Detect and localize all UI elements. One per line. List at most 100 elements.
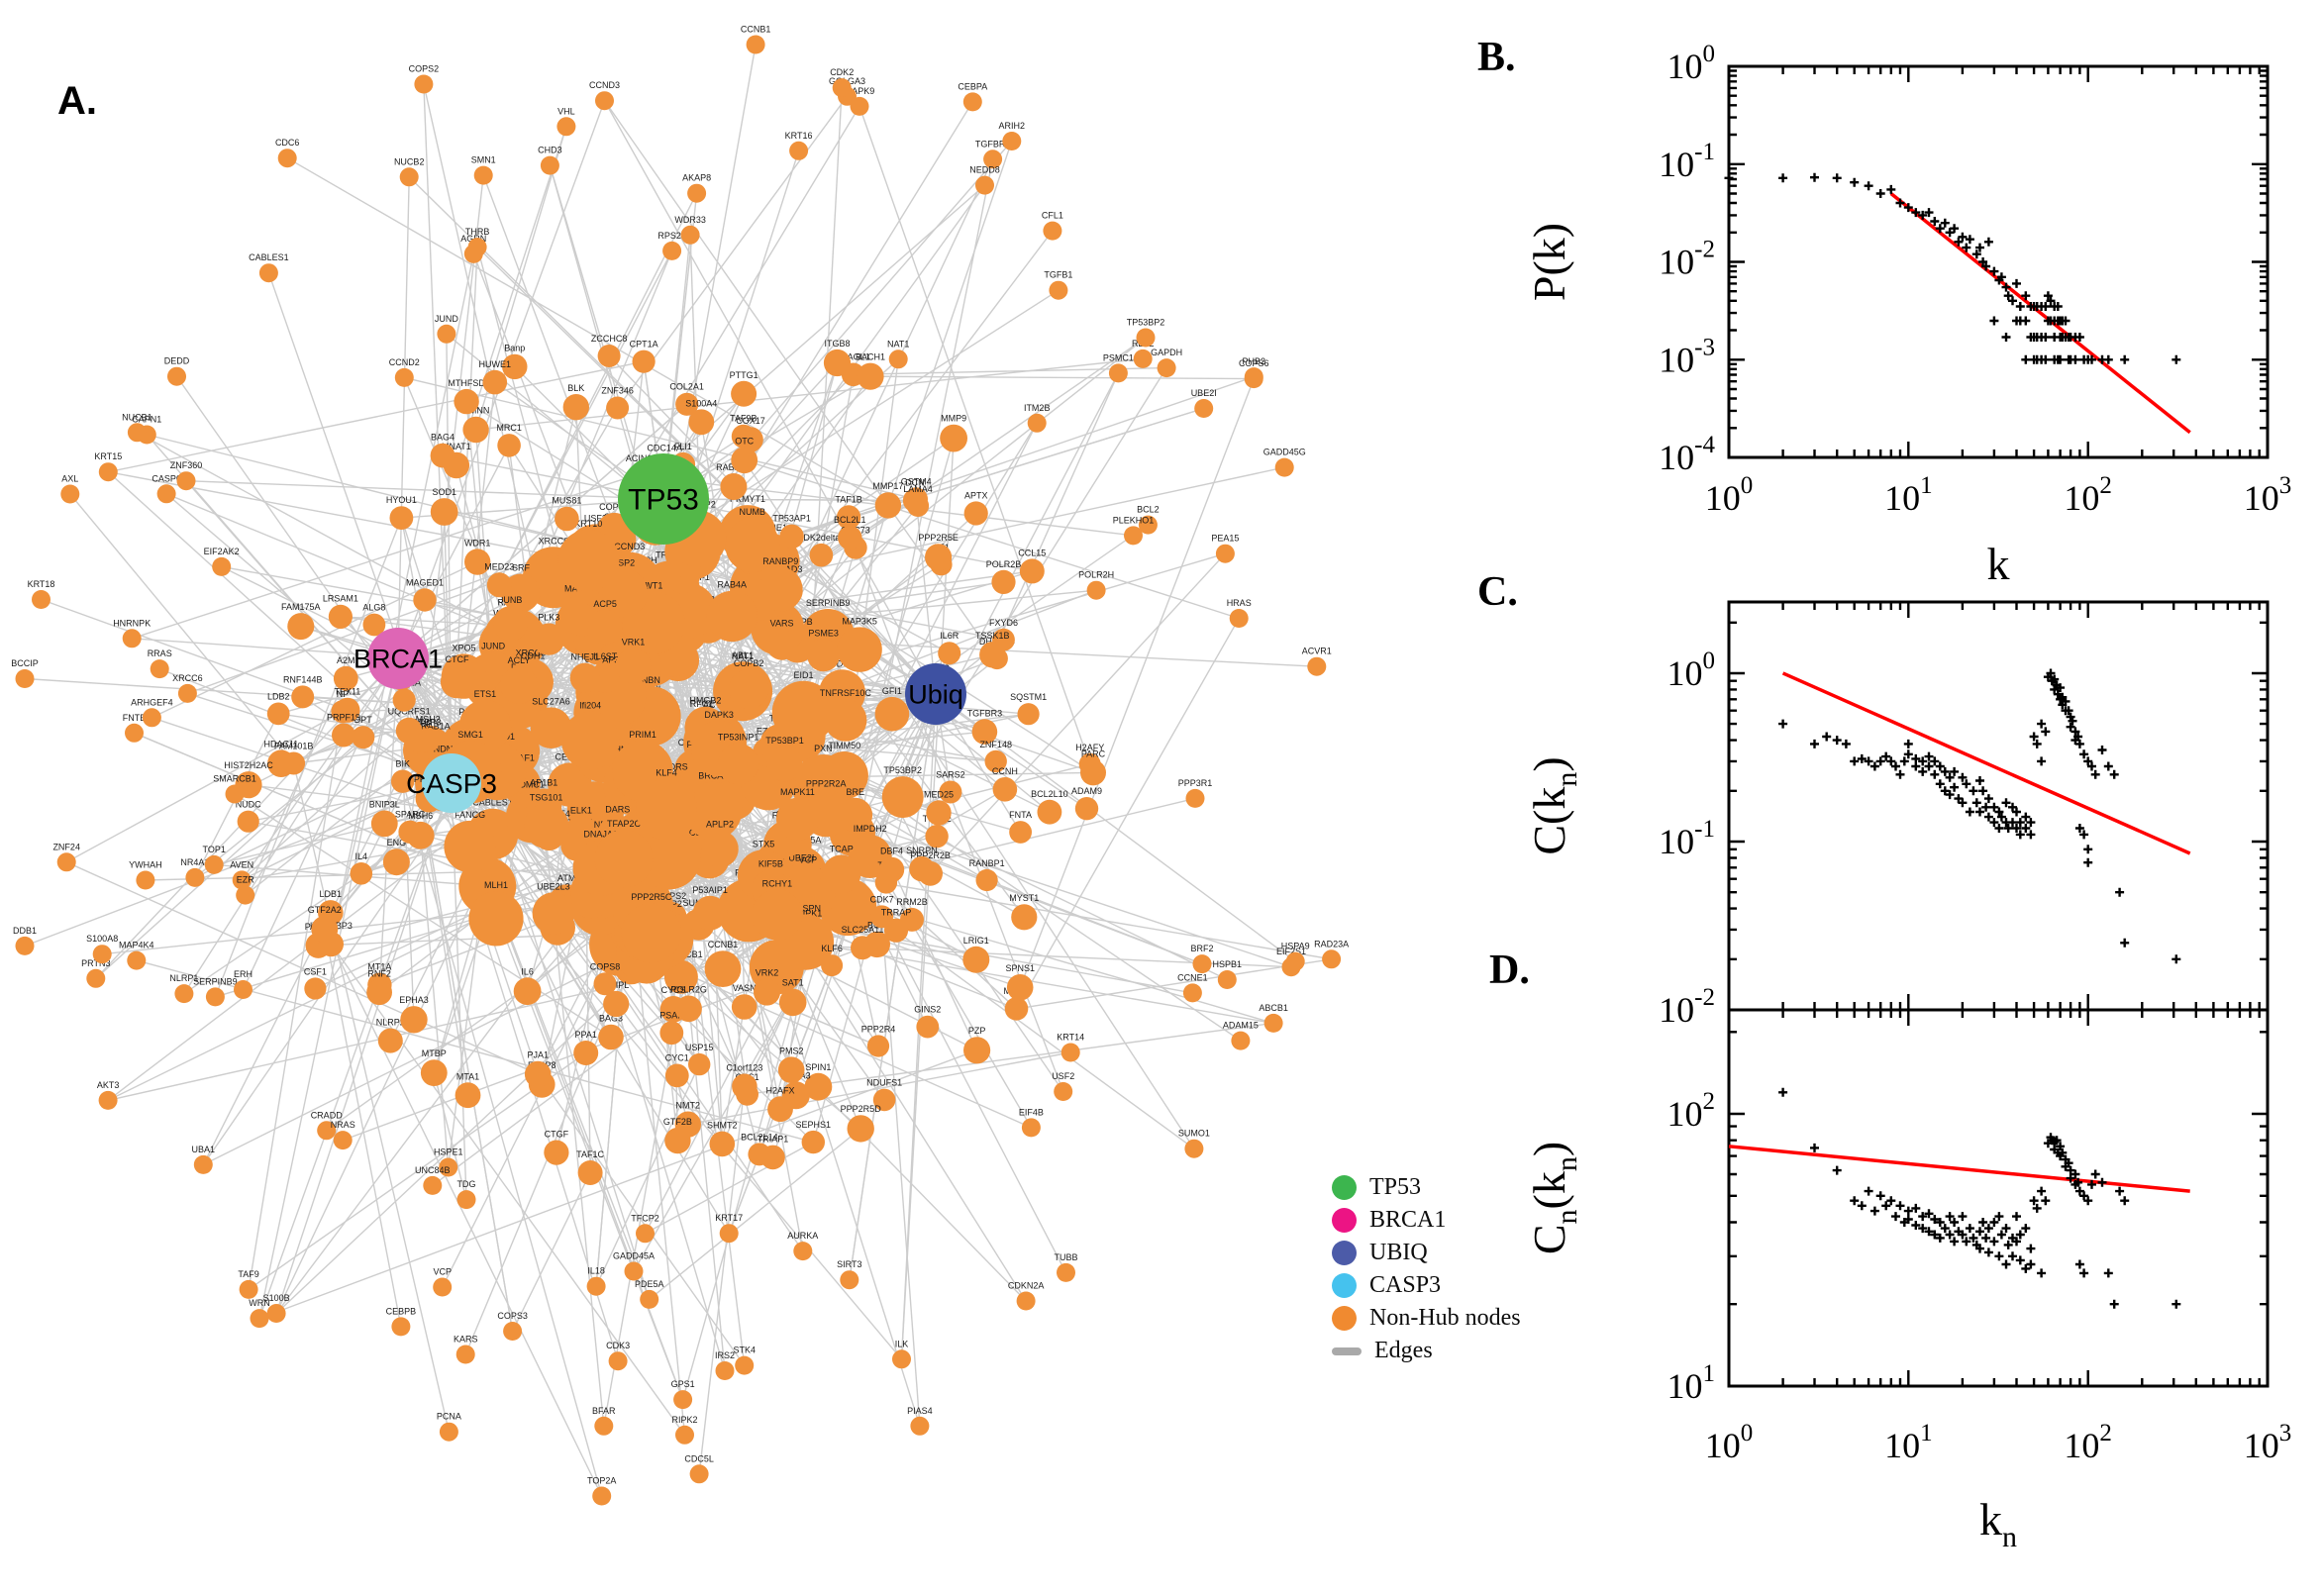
network-node-label: CYC1: [665, 1053, 689, 1063]
network-node: [851, 936, 874, 960]
network-edge: [108, 360, 645, 473]
network-node: [394, 367, 414, 387]
network-hubs-layer: TP53 BRCA1 CASP3 Ubiq: [354, 453, 966, 813]
network-node-label: CDK2deltaT: [797, 533, 847, 543]
network-node: [689, 1464, 709, 1484]
network-node-label: CAPN1: [132, 415, 161, 425]
network-node-label: ERH: [234, 969, 252, 979]
network-node-label: NR4A1: [180, 857, 209, 867]
network-edge: [258, 657, 399, 1319]
network-node: [370, 810, 398, 838]
network-node-label: PHB2: [1243, 356, 1266, 366]
network-node-label: ABCB1: [1259, 1003, 1288, 1013]
network-node: [991, 569, 1016, 595]
network-edge: [689, 235, 723, 1145]
network-node-label: THRB: [465, 227, 490, 237]
network-node-label: FANCG: [454, 810, 485, 820]
network-node-label: PIAS4: [907, 1406, 933, 1416]
network-node: [56, 852, 76, 872]
network-node: [754, 978, 780, 1006]
network-edge: [397, 403, 688, 659]
network-node: [462, 416, 489, 444]
network-node-label: MAGED1: [406, 577, 444, 587]
network-node-label: RIPK1: [796, 908, 822, 918]
legend-item-label: BRCA1: [1369, 1207, 1447, 1233]
fit-line: [1781, 671, 2191, 855]
network-node-label: LDB1: [320, 889, 343, 899]
network-node-label: COX17: [736, 416, 765, 426]
network-node-label: DARS: [605, 805, 630, 815]
network-node: [335, 697, 360, 723]
network-node: [530, 707, 572, 748]
network-node: [1274, 457, 1294, 477]
network-node-label: NLRP2: [376, 1018, 405, 1028]
network-node-label: PEA15: [1211, 534, 1239, 544]
network-node: [1004, 997, 1029, 1021]
network-edge: [617, 95, 849, 409]
network-node-label: JUND: [481, 642, 505, 651]
legend-item-label: UBIQ: [1369, 1240, 1428, 1265]
network-node-label: AVEN: [230, 859, 253, 869]
network-node-label: IL18: [587, 1266, 605, 1276]
network-edge: [194, 666, 630, 879]
network-node: [1006, 974, 1034, 1001]
y-tick-label: 10-2: [1659, 237, 1715, 282]
network-node: [456, 1190, 476, 1210]
network-node: [874, 492, 902, 519]
network-node: [395, 717, 423, 745]
network-node-label: NRAS: [331, 1120, 355, 1130]
network-node: [659, 1021, 684, 1046]
network-node-label: USP15: [685, 1043, 714, 1052]
network-node: [963, 501, 988, 526]
network-node: [458, 699, 512, 752]
network-node: [1194, 399, 1214, 418]
network-edge: [900, 438, 955, 1359]
network-node: [258, 263, 278, 283]
hub-node-ubiq: [905, 663, 966, 725]
network-node-label: UBE2I: [1191, 388, 1217, 398]
network-node-label: MYST1: [1009, 893, 1039, 903]
network-node-label: C1orf123: [726, 1063, 762, 1073]
network-node-label: NUMB: [740, 507, 766, 517]
network-node-label: LRIG1: [963, 936, 989, 946]
network-node-label: COPS3: [599, 502, 630, 512]
network-nodes-layer: ZNF24 USF2 CDC6 COPS6 CCND2 COPS2 COPS3 GPS1 S10…: [11, 25, 1349, 1506]
network-node: [1285, 951, 1305, 971]
network-edge: [69, 493, 295, 764]
network-edge: [242, 657, 399, 990]
network-node: [98, 1090, 118, 1110]
network-node: [608, 1351, 628, 1371]
network-node: [621, 903, 682, 963]
network-node: [1049, 280, 1068, 300]
network-node-label: VARS: [770, 619, 794, 629]
network-node: [975, 868, 998, 892]
network-node: [277, 149, 297, 168]
network-edge: [175, 375, 405, 701]
network-node-label: TNFRSF10C: [820, 688, 872, 698]
network-node: [193, 1154, 213, 1174]
network-node: [975, 175, 994, 195]
network-node-label: TAF9: [238, 1269, 258, 1279]
network-node: [593, 972, 617, 996]
network-node-label: NAT1: [887, 339, 909, 349]
network-edge: [248, 711, 344, 1290]
network-edge: [887, 141, 1013, 506]
network-node-label: AKAP8: [682, 173, 711, 183]
network-node-label: A2M: [337, 655, 355, 665]
network-node-label: ACIN1: [626, 453, 653, 463]
network-node: [482, 369, 508, 395]
network-node-label: XRCC6: [539, 536, 569, 546]
hub-label-ubiq: Ubiq: [908, 679, 963, 709]
network-node-label: POLR2H: [1078, 570, 1114, 580]
x-tick-label: 103: [2244, 472, 2292, 518]
network-node: [1244, 367, 1263, 387]
network-node: [821, 954, 844, 977]
network-node-label: SPARC: [395, 810, 426, 820]
network-node: [847, 1115, 874, 1143]
network-node-label: CSF1: [304, 966, 327, 976]
network-node: [317, 1121, 337, 1141]
network-node: [962, 946, 990, 973]
network-node: [15, 936, 35, 955]
network-node-label: XRCC6: [172, 673, 203, 683]
